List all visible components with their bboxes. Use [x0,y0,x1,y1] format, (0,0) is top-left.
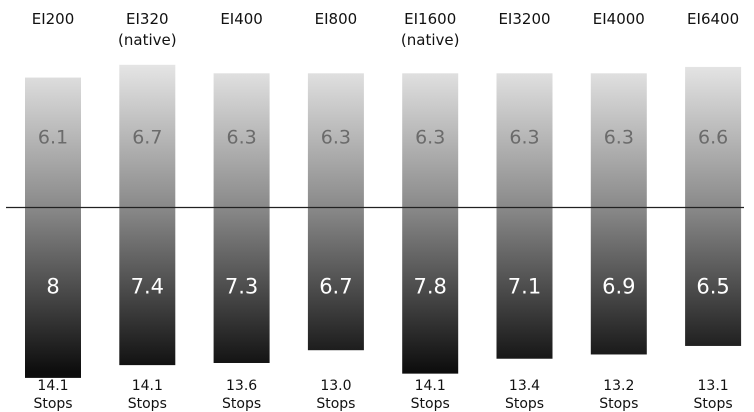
dynamic-range-bar [119,64,176,366]
ei-rating-label: EI400 [220,10,263,28]
under-exposure-value: 6.5 [696,275,729,299]
under-exposure-value: 7.8 [413,275,446,299]
stops-unit-label: Stops [411,396,450,412]
over-exposure-value: 6.3 [226,127,256,149]
ei-rating-label: EI3200 [498,10,550,28]
over-exposure-value: 6.3 [604,127,634,149]
dynamic-range-bar [685,66,742,346]
over-exposure-value: 6.1 [38,127,68,149]
bars-layer [25,64,742,378]
dynamic-range-bar [213,73,270,363]
total-stops-value: 14.1 [132,378,163,394]
under-exposure-value: 7.4 [131,275,164,299]
total-stops-value: 13.6 [226,378,257,394]
dynamic-range-bar [590,73,647,355]
ei-rating-label: EI4000 [593,10,645,28]
total-stops-value: 13.4 [509,378,540,394]
stops-unit-label: Stops [694,396,733,412]
ei-rating-label: EI200 [32,10,75,28]
stops-unit-label: Stops [505,396,544,412]
total-stops-value: 13.1 [698,378,729,394]
stops-unit-label: Stops [599,396,638,412]
dynamic-range-bar [496,73,553,359]
over-exposure-value: 6.7 [132,127,162,149]
dynamic-range-bar [25,77,81,378]
stops-unit-label: Stops [222,396,261,412]
over-exposure-value: 6.3 [415,127,445,149]
total-stops-value: 13.2 [603,378,634,394]
dynamic-range-bar [307,73,364,351]
under-exposure-value: 6.7 [319,275,352,299]
under-exposure-value: 6.9 [602,275,635,299]
ei-rating-label: EI800 [315,10,358,28]
total-stops-value: 14.1 [37,378,68,394]
ei-rating-label: EI1600 [404,10,456,28]
over-exposure-value: 6.6 [698,127,728,149]
under-exposure-value: 7.1 [508,275,541,299]
dynamic-range-bar [402,73,459,374]
ei-rating-label: EI6400 [687,10,739,28]
stops-unit-label: Stops [33,396,72,412]
total-stops-value: 14.1 [415,378,446,394]
under-exposure-value: 8 [46,275,59,299]
stops-unit-label: Stops [128,396,167,412]
native-iso-note: (native) [401,31,460,49]
stops-unit-label: Stops [316,396,355,412]
over-exposure-value: 6.3 [321,127,351,149]
total-stops-value: 13.0 [320,378,351,394]
over-exposure-value: 6.3 [509,127,539,149]
native-iso-note: (native) [118,31,177,49]
labels-layer: 6.1 8 EI200 14.1 Stops 6.7 7.4 EI320 (native) 14.… [32,10,739,412]
ei-rating-label: EI320 [126,10,169,28]
under-exposure-value: 7.3 [225,275,258,299]
